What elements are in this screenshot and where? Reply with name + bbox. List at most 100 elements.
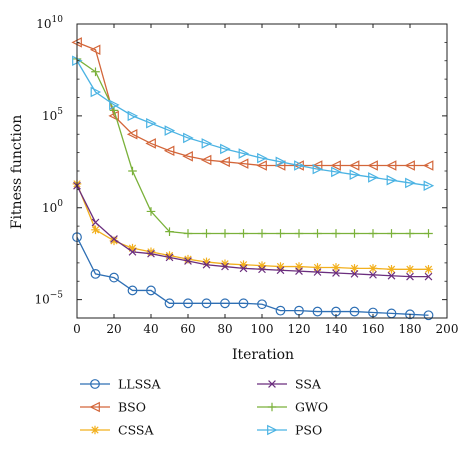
- data-point-gwo: [276, 229, 285, 238]
- data-point-gwo: [183, 229, 193, 238]
- data-point-bso: [404, 160, 415, 171]
- data-point-ssa: [184, 257, 192, 265]
- data-point-pso: [109, 99, 120, 111]
- data-point-bso: [367, 160, 378, 171]
- legend-marker: [268, 380, 276, 388]
- data-point-llssa: [183, 298, 193, 309]
- y-tick-label: 105: [42, 107, 63, 123]
- data-point-llssa: [349, 306, 360, 317]
- data-point-pso: [312, 163, 324, 175]
- data-point-cssa: [350, 264, 359, 273]
- x-tick-label: 200: [436, 322, 459, 336]
- legend-label: BSO: [118, 400, 146, 415]
- legend-item-ssa: SSA: [257, 377, 322, 392]
- data-point-ssa: [91, 218, 100, 227]
- x-tick-label: 60: [180, 322, 195, 336]
- data-point-llssa: [146, 285, 156, 296]
- data-point-bso: [89, 44, 101, 55]
- data-point-pso: [201, 138, 213, 149]
- data-point-pso: [331, 166, 342, 178]
- data-point-llssa: [164, 298, 175, 309]
- series-cssa: [72, 179, 433, 274]
- data-point-cssa: [276, 262, 285, 271]
- data-point-cssa: [128, 243, 137, 253]
- legend-item-llssa: LLSSA: [80, 377, 162, 392]
- series-line-ssa: [76, 185, 429, 278]
- y-tick-exponent: 0: [57, 199, 63, 209]
- data-point-ssa: [406, 272, 414, 281]
- data-point-gwo: [128, 166, 137, 176]
- data-point-ssa: [239, 264, 248, 273]
- data-point-gwo: [313, 229, 322, 238]
- plot-series-layer: [71, 37, 435, 321]
- data-point-ssa: [258, 265, 266, 274]
- data-point-llssa: [238, 298, 249, 309]
- data-point-bso: [182, 151, 193, 162]
- data-point-bso: [348, 160, 360, 171]
- data-point-ssa: [295, 267, 303, 276]
- data-point-pso: [238, 148, 250, 159]
- data-point-cssa: [257, 261, 267, 270]
- data-point-cssa: [183, 254, 193, 264]
- legend-label: GWO: [295, 400, 328, 415]
- data-point-llssa: [312, 306, 323, 317]
- data-point-bso: [422, 160, 434, 171]
- data-point-gwo: [424, 229, 433, 238]
- data-point-ssa: [350, 270, 359, 278]
- series-line-bso: [76, 41, 429, 167]
- legend-marker: [89, 401, 100, 413]
- data-point-bso: [200, 154, 212, 166]
- data-point-pso: [386, 174, 398, 186]
- data-point-cssa: [109, 236, 119, 246]
- data-point-llssa: [109, 272, 119, 283]
- y-tick-base: 10: [42, 201, 57, 215]
- series-line-cssa: [76, 183, 429, 270]
- y-tick-base: 10: [34, 293, 49, 307]
- data-point-llssa: [220, 298, 230, 309]
- data-point-gwo: [165, 227, 174, 236]
- data-point-cssa: [146, 247, 156, 257]
- y-axis-label: Fitness function: [9, 115, 25, 230]
- data-point-llssa: [257, 299, 267, 310]
- legend-item-bso: BSO: [80, 400, 146, 415]
- data-point-bso: [385, 160, 397, 171]
- data-point-gwo: [405, 229, 415, 238]
- series-line-gwo: [76, 58, 429, 235]
- data-point-pso: [423, 180, 435, 191]
- y-tick-label: 10−5: [34, 291, 63, 307]
- data-point-pso: [183, 132, 194, 144]
- x-tick-label: 20: [106, 322, 121, 336]
- legend-label: LLSSA: [118, 377, 162, 392]
- data-point-llssa: [90, 269, 101, 279]
- data-point-ssa: [424, 272, 433, 281]
- data-point-cssa: [91, 225, 100, 235]
- data-point-ssa: [369, 270, 377, 279]
- data-point-cssa: [387, 265, 396, 274]
- legend-marker: [90, 379, 100, 389]
- series-line-llssa: [76, 236, 429, 316]
- data-point-llssa: [127, 285, 138, 296]
- data-point-pso: [257, 152, 268, 164]
- legend-label: SSA: [295, 377, 322, 392]
- data-point-pso: [275, 156, 287, 168]
- x-tick-label: 160: [362, 322, 385, 336]
- y-tick-exponent: 10: [52, 15, 64, 25]
- data-point-gwo: [257, 229, 267, 238]
- data-point-bso: [237, 158, 249, 169]
- legend-marker: [267, 424, 278, 436]
- data-point-bso: [256, 160, 267, 171]
- data-point-llssa: [423, 310, 434, 321]
- data-point-pso: [146, 117, 157, 129]
- series-gwo: [72, 54, 433, 238]
- legend: LLSSA BSO CSSA SSA GWO PSO: [80, 377, 328, 438]
- data-point-gwo: [368, 229, 378, 238]
- data-point-cssa: [202, 257, 211, 267]
- data-point-ssa: [147, 249, 155, 258]
- legend-item-pso: PSO: [257, 423, 322, 438]
- legend-item-gwo: GWO: [257, 400, 328, 415]
- x-tick-label: 80: [217, 322, 232, 336]
- data-point-cssa: [165, 251, 174, 260]
- series-line-pso: [76, 60, 429, 187]
- data-point-ssa: [387, 271, 396, 280]
- data-point-pso: [405, 177, 416, 189]
